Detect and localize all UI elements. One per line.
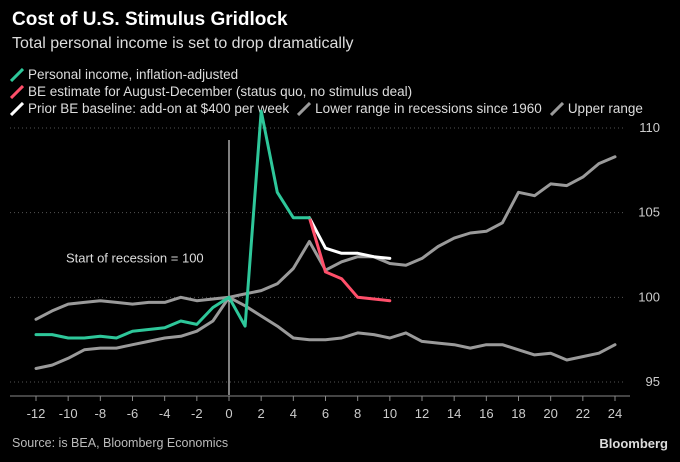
legend-label: Personal income, inflation-adjusted [28, 67, 239, 82]
y-tick-label: 110 [639, 120, 660, 135]
x-tick-label: 2 [258, 406, 265, 421]
series-lines [34, 109, 617, 370]
lower-range-line [34, 295, 617, 370]
x-tick-label: -8 [95, 406, 107, 421]
legend-item-personal-income: Personal income, inflation-adjusted [10, 66, 238, 83]
legend-row-2: BE estimate for August-December (status … [10, 83, 670, 100]
x-tick-label: -4 [159, 406, 171, 421]
line-swatch-icon [10, 84, 24, 99]
x-tick-label: 20 [543, 406, 557, 421]
x-tick-label: 8 [354, 406, 361, 421]
x-tick-label: 16 [479, 406, 493, 421]
legend-label: Upper range [567, 101, 643, 116]
chart-subtitle: Total personal income is set to drop dra… [12, 35, 354, 52]
source-note: Source: is BEA, Bloomberg Economics [12, 436, 229, 450]
legend-label: Lower range in recessions since 1960 [315, 101, 542, 116]
y-tick-label: 95 [646, 374, 660, 389]
x-tick-label: -12 [27, 406, 46, 421]
legend-item-lower-range: Lower range in recessions since 1960 [297, 100, 542, 117]
y-tick-label: 105 [638, 205, 660, 220]
legend-row-3: Prior BE baseline: add-on at $400 per we… [10, 100, 670, 117]
grid-lines [10, 127, 625, 395]
be-estimate-line [307, 216, 392, 303]
x-tick-label: 10 [383, 406, 397, 421]
legend-label: BE estimate for August-December (status … [28, 84, 413, 99]
x-tick-label: 0 [225, 406, 232, 421]
annotation-label: Start of recession = 100 [66, 250, 204, 265]
legend-row-1: Personal income, inflation-adjusted [10, 66, 670, 83]
personal-income-line [34, 109, 311, 340]
upper-range-line [34, 155, 617, 321]
chart-title: Cost of U.S. Stimulus Gridlock [12, 9, 288, 30]
legend-item-be-estimate: BE estimate for August-December (status … [10, 83, 412, 100]
x-tick-label: 14 [447, 406, 461, 421]
x-tick-label: -10 [59, 406, 78, 421]
x-tick-label: 24 [608, 406, 622, 421]
legend-item-upper-range: Upper range [549, 100, 643, 117]
bloomberg-logo: Bloomberg [599, 436, 668, 451]
line-swatch-icon [10, 67, 24, 82]
x-tick-label: 6 [322, 406, 329, 421]
legend-label: Prior BE baseline: add-on at $400 per we… [28, 101, 290, 116]
x-tick-label: 18 [511, 406, 525, 421]
x-tick-label: -2 [191, 406, 203, 421]
legend-item-prior-baseline: Prior BE baseline: add-on at $400 per we… [10, 100, 289, 117]
legend: Personal income, inflation-adjusted BE e… [10, 66, 670, 117]
x-tick-label: -6 [127, 406, 139, 421]
x-tick-label: 12 [415, 406, 429, 421]
line-swatch-icon [10, 101, 24, 116]
prior-baseline-line [307, 216, 392, 260]
line-swatch-icon [297, 101, 312, 116]
y-tick-label: 100 [638, 289, 660, 304]
line-swatch-icon [549, 101, 564, 116]
x-tick-label: 22 [576, 406, 590, 421]
x-tick-label: 4 [290, 406, 297, 421]
